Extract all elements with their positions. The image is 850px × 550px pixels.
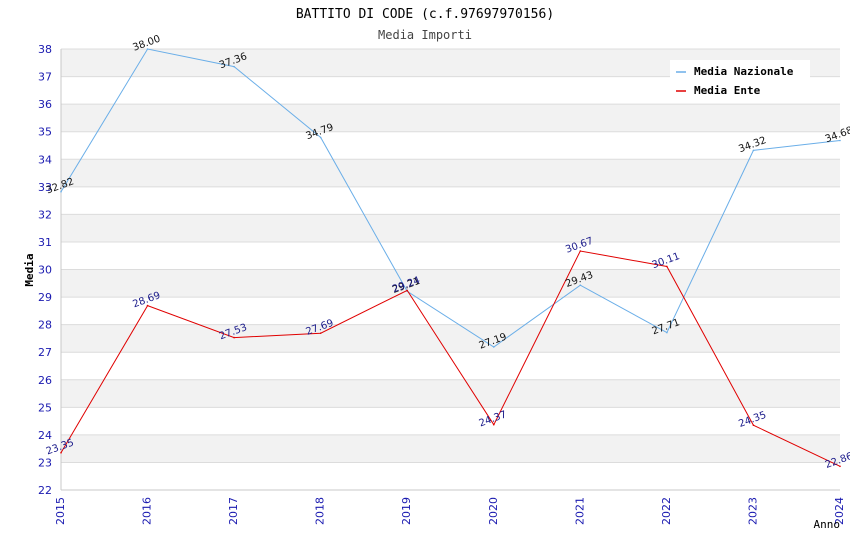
y-tick-label: 31 bbox=[38, 236, 52, 249]
data-point bbox=[579, 250, 582, 252]
grid-lines bbox=[61, 48, 840, 491]
media-nazionale-line bbox=[60, 48, 841, 348]
y-tick-label: 25 bbox=[38, 401, 52, 414]
grid-band bbox=[61, 159, 840, 187]
grid-band bbox=[61, 379, 840, 408]
legend: Media Nazionale Media Ente bbox=[670, 60, 810, 102]
data-point bbox=[839, 465, 841, 468]
y-tick-label: 38 bbox=[38, 43, 52, 56]
x-tick-label: 2017 bbox=[227, 497, 240, 525]
y-tick-label: 36 bbox=[38, 98, 52, 111]
data-point bbox=[406, 289, 409, 292]
y-tick-label: 29 bbox=[38, 291, 52, 304]
data-point bbox=[839, 139, 841, 142]
y-tick-label: 26 bbox=[38, 374, 52, 387]
grid-band bbox=[61, 434, 840, 463]
data-point bbox=[492, 346, 495, 348]
media-ente-line bbox=[60, 250, 841, 467]
y-tick-label: 27 bbox=[38, 346, 52, 359]
x-tick-label: 2024 bbox=[833, 497, 846, 525]
data-point bbox=[233, 65, 235, 68]
y-tick-label: 28 bbox=[38, 319, 52, 332]
legend-label-media-ente: Media Ente bbox=[694, 84, 761, 97]
x-tick-label: 2020 bbox=[487, 497, 500, 525]
x-axis-label: Anno bbox=[814, 518, 841, 531]
y-tick-labels: 22 23 24 25 26 27 28 29 30 31 32 33 34 35 36 37 38 bbox=[38, 43, 52, 497]
x-tick-label: 2019 bbox=[400, 497, 413, 525]
y-tick-label: 37 bbox=[38, 71, 52, 84]
x-tick-label: 2023 bbox=[746, 497, 759, 525]
y-tick-label: 24 bbox=[38, 429, 52, 442]
chart-title: BATTITO DI CODE (c.f.97697970156) bbox=[296, 7, 554, 22]
y-tick-label: 34 bbox=[38, 153, 52, 166]
data-point bbox=[233, 336, 235, 339]
y-tick-label: 32 bbox=[38, 208, 52, 221]
data-point bbox=[666, 265, 668, 268]
data-point bbox=[146, 304, 149, 307]
y-tick-label: 22 bbox=[38, 484, 52, 497]
data-point bbox=[492, 423, 495, 426]
data-point bbox=[146, 48, 149, 50]
series-lines bbox=[60, 48, 841, 468]
x-tick-label: 2016 bbox=[141, 497, 154, 525]
data-point bbox=[752, 149, 755, 152]
x-tick-label: 2018 bbox=[314, 497, 327, 525]
x-tick-labels: 2015 2016 2017 2018 2019 2020 2021 2022 2023 2024 bbox=[54, 497, 846, 525]
y-tick-label: 23 bbox=[38, 456, 52, 469]
x-tick-label: 2021 bbox=[573, 497, 586, 525]
grid-band bbox=[61, 214, 840, 242]
y-tick-label: 33 bbox=[38, 181, 52, 194]
data-point bbox=[60, 190, 62, 193]
grid-band bbox=[61, 269, 840, 298]
grid-band bbox=[61, 324, 840, 353]
grid-band bbox=[61, 104, 840, 132]
data-point bbox=[319, 136, 322, 139]
data-point bbox=[319, 332, 322, 334]
data-point bbox=[60, 451, 62, 454]
axes bbox=[60, 49, 840, 491]
legend-box bbox=[670, 60, 810, 102]
x-tick-label: 2022 bbox=[660, 497, 673, 525]
data-point bbox=[752, 424, 755, 427]
y-tick-label: 30 bbox=[38, 264, 52, 277]
legend-label-media-nazionale: Media Nazionale bbox=[694, 65, 794, 78]
data-point bbox=[666, 331, 668, 334]
x-tick-label: 2015 bbox=[54, 497, 67, 525]
y-axis-label: Media bbox=[23, 253, 36, 286]
y-tick-label: 35 bbox=[38, 126, 52, 139]
data-point bbox=[579, 284, 582, 287]
chart-subtitle: Media Importi bbox=[378, 28, 472, 42]
